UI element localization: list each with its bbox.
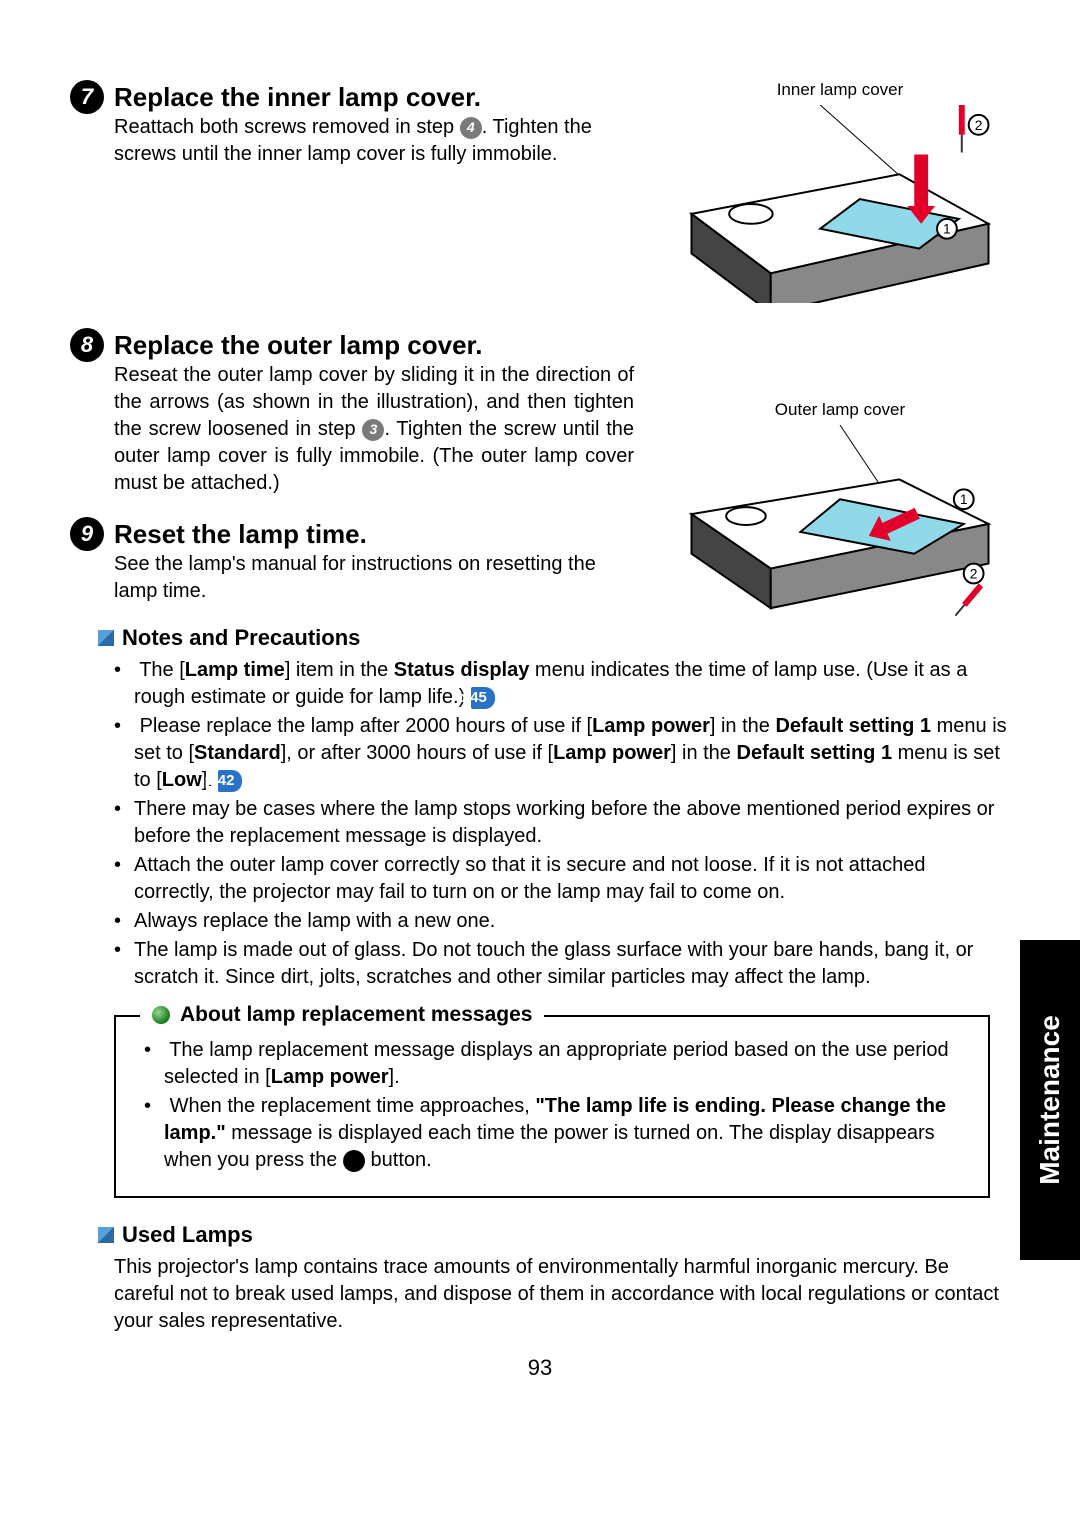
section-tab-label: Maintenance xyxy=(1034,1015,1066,1185)
step-number-badge: 8 xyxy=(70,328,104,362)
square-bullet-icon xyxy=(98,630,114,646)
text: ] item in the xyxy=(285,659,394,681)
square-bullet-icon xyxy=(98,1227,114,1243)
note-item: There may be cases where the lamp stops … xyxy=(114,796,1010,850)
step-title: Reset the lamp time. xyxy=(114,519,367,550)
bold-term: Lamp time xyxy=(185,659,285,681)
used-lamps-body: This projector's lamp contains trace amo… xyxy=(114,1254,1010,1335)
bold-term: Lamp power xyxy=(592,715,710,737)
text: Reattach both screws removed in step xyxy=(114,116,460,138)
note-item: Please replace the lamp after 2000 hours… xyxy=(114,713,1010,794)
step-number-badge: 7 xyxy=(70,80,104,114)
callout-title: About lamp replacement messages xyxy=(180,1003,532,1027)
note-item: The [Lamp time] item in the Status displ… xyxy=(114,657,1010,711)
section-tab-maintenance: Maintenance xyxy=(1020,940,1080,1260)
callout-list: The lamp replacement message displays an… xyxy=(144,1037,964,1174)
page-ref-badge[interactable]: p.42 xyxy=(218,770,242,792)
notes-list: The [Lamp time] item in the Status displ… xyxy=(114,657,1010,991)
text: message is displayed each time the power… xyxy=(164,1122,935,1171)
step-7: 7 Replace the inner lamp cover. Reattach… xyxy=(70,80,1010,168)
manual-page: Maintenance Inner lamp cover xyxy=(0,0,1080,1532)
step-number-badge: 9 xyxy=(70,517,104,551)
bold-term: Default setting 1 xyxy=(737,742,893,764)
notes-heading: Notes and Precautions xyxy=(122,625,360,651)
text: When the replacement time approaches, xyxy=(170,1095,536,1117)
note-item: Always replace the lamp with a new one. xyxy=(114,908,1010,935)
svg-text:1: 1 xyxy=(943,221,951,237)
used-lamps-heading: Used Lamps xyxy=(122,1222,253,1248)
step-title: Replace the outer lamp cover. xyxy=(114,330,482,361)
ref-step-badge: 3 xyxy=(362,419,384,441)
used-lamps-heading-row: Used Lamps xyxy=(98,1222,1010,1248)
step-body: Reseat the outer lamp cover by sliding i… xyxy=(114,362,634,497)
page-number: 93 xyxy=(70,1355,1010,1381)
step-body: See the lamp's manual for instructions o… xyxy=(114,551,634,605)
page-ref-badge[interactable]: p.45 xyxy=(471,687,495,709)
bold-term: Low xyxy=(162,769,202,791)
text: ], or after 3000 hours of use if [ xyxy=(281,742,553,764)
bold-term: Lamp power xyxy=(271,1066,389,1088)
note-item: Attach the outer lamp cover correctly so… xyxy=(114,852,1010,906)
ref-step-badge: 4 xyxy=(460,117,482,139)
text: Please replace the lamp after 2000 hours… xyxy=(140,715,593,737)
text: ] in the xyxy=(671,742,737,764)
callout-item: When the replacement time approaches, "T… xyxy=(144,1093,964,1174)
enter-button-icon: ↵ xyxy=(343,1150,365,1172)
text: button. xyxy=(365,1149,432,1171)
bold-term: Lamp power xyxy=(553,742,671,764)
step-title: Replace the inner lamp cover. xyxy=(114,82,481,113)
text: The [ xyxy=(139,659,185,681)
step-8: 8 Replace the outer lamp cover. Reseat t… xyxy=(70,328,1010,497)
note-item: The lamp is made out of glass. Do not to… xyxy=(114,937,1010,991)
callout-box: About lamp replacement messages The lamp… xyxy=(114,1015,990,1198)
bold-term: Status display xyxy=(394,659,530,681)
text: ]. xyxy=(389,1066,400,1088)
step-body: Reattach both screws removed in step 4. … xyxy=(114,114,634,168)
bold-term: Default setting 1 xyxy=(775,715,931,737)
green-dot-icon xyxy=(152,1006,170,1024)
notes-heading-row: Notes and Precautions xyxy=(98,625,1010,651)
step-9: 9 Reset the lamp time. See the lamp's ma… xyxy=(70,517,1010,605)
callout-item: The lamp replacement message displays an… xyxy=(144,1037,964,1091)
text: ] in the xyxy=(710,715,776,737)
callout-title-row: About lamp replacement messages xyxy=(140,1003,544,1027)
bold-term: Standard xyxy=(194,742,281,764)
